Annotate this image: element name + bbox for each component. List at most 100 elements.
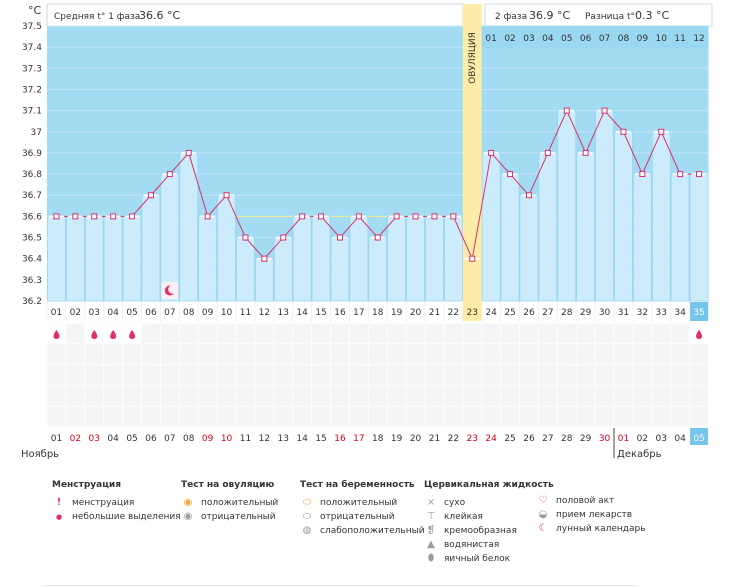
y-tick-label: 36.4 <box>22 255 42 265</box>
temperature-point <box>639 171 646 178</box>
calendar-date: 17 <box>353 434 364 444</box>
temperature-bar <box>311 216 331 302</box>
y-tick-label: 37.5 <box>22 22 42 32</box>
cycle-day-label: 24 <box>485 308 497 318</box>
phase2-day-label: 04 <box>542 34 554 44</box>
y-tick-label: 36.8 <box>22 170 42 180</box>
legend-other: ♡ половой акт ◒ прием лекарств ☾ лунный кал… <box>536 494 646 536</box>
phase2-label: 2 фаза <box>495 12 527 22</box>
current-date-highlight <box>690 428 708 445</box>
temperature-bar <box>651 131 671 302</box>
legend-label: положительный <box>320 498 398 508</box>
calendar-date: 11 <box>240 434 251 444</box>
legend-ovulation-test: Тест на овуляцию ◉ положительный ◉ отрицат… <box>181 480 278 524</box>
preg-positive-icon: ⬭ <box>302 497 312 508</box>
calendar-date: 12 <box>259 434 270 444</box>
temperature-point <box>601 107 608 114</box>
temperature-point <box>525 192 532 199</box>
calendar-date: 27 <box>542 434 553 444</box>
sticky-icon: ⊤ <box>426 511 436 522</box>
preg-negative-icon: ⬭ <box>302 511 312 522</box>
temperature-point <box>147 192 154 199</box>
y-tick-label: 37.2 <box>22 85 42 95</box>
legend-pregnancy-test-title: Тест на беременность <box>300 480 415 490</box>
legend-cervical-title: Цервикальная жидкость <box>424 480 554 490</box>
temperature-point <box>563 107 570 114</box>
cycle-day-label: 28 <box>561 308 573 318</box>
month-label-start: Ноябрь <box>21 449 59 460</box>
temperature-bar <box>85 216 104 302</box>
calendar-date: 21 <box>429 434 440 444</box>
temperature-bar <box>47 216 66 302</box>
temperature-bar <box>217 194 236 302</box>
temperature-point <box>261 255 268 262</box>
temperature-point <box>110 213 117 220</box>
legend-menstruation-title: Менструация <box>52 480 121 490</box>
cycle-day-label: 04 <box>107 308 119 318</box>
temperature-bar <box>160 173 180 302</box>
temperature-bar <box>576 152 595 302</box>
temperature-point <box>91 213 98 220</box>
legend-label: водянистая <box>444 540 500 550</box>
y-tick-label: 36.5 <box>22 234 42 244</box>
cycle-day-label: 01 <box>51 308 62 318</box>
temperature-bar <box>103 216 123 302</box>
temperature-point <box>431 213 438 220</box>
phase2-day-label: 03 <box>523 34 534 44</box>
phase2-day-label: 08 <box>618 34 630 44</box>
temperature-point <box>488 149 495 156</box>
calendar-date: 15 <box>315 434 326 444</box>
calendar-date: 03 <box>656 434 667 444</box>
phase1-value: 36.6 °C <box>139 9 180 22</box>
temperature-bar <box>595 110 614 302</box>
difference-value: 0.3 °C <box>635 9 669 22</box>
legend-ovulation-test-title: Тест на овуляцию <box>181 480 275 490</box>
y-tick-label: 37.1 <box>22 107 42 117</box>
phase2-day-label: 12 <box>693 34 704 44</box>
y-tick-label: 36.2 <box>22 297 42 307</box>
temperature-bar <box>141 194 161 302</box>
temperature-bar <box>444 216 463 302</box>
calendar-date: 24 <box>485 434 497 444</box>
temperature-point <box>129 213 136 220</box>
cycle-day-label: 27 <box>542 308 553 318</box>
cycle-day-label: 10 <box>221 308 233 318</box>
calendar-date: 04 <box>107 434 119 444</box>
temperature-bar <box>670 173 690 302</box>
calendar-date: 04 <box>674 434 686 444</box>
temperature-point <box>336 234 343 241</box>
calendar-date: 26 <box>523 434 535 444</box>
cycle-day-label: 31 <box>618 308 629 318</box>
calendar-date: 09 <box>202 434 214 444</box>
temperature-bar <box>500 173 520 302</box>
menstruation-drop <box>53 330 60 339</box>
small-drop-icon: ● <box>55 513 63 521</box>
temperature-point <box>53 213 60 220</box>
calendar-date: 30 <box>599 434 611 444</box>
calendar-date: 23 <box>467 434 478 444</box>
phase2-day-label: 11 <box>674 34 685 44</box>
calendar-date: 25 <box>504 434 515 444</box>
cycle-day-label: 33 <box>656 308 667 318</box>
symbol-area-background <box>47 323 709 427</box>
legend-menstruation: Менструация ❗︎ менструация ● небольшие выд… <box>52 480 181 524</box>
temperature-point <box>280 234 287 241</box>
legend-label: яичный белок <box>444 554 511 564</box>
temperature-bar <box>368 237 387 302</box>
temperature-point <box>412 213 419 220</box>
cycle-day-label: 34 <box>674 308 686 318</box>
cycle-day-label: 14 <box>296 308 308 318</box>
menstruation-drop <box>110 330 117 339</box>
calendar-date: 08 <box>183 434 195 444</box>
temperature-bar <box>481 152 501 302</box>
temperature-point <box>620 128 627 135</box>
drop-icon: ❗︎ <box>57 497 61 508</box>
menstruation-drop <box>91 330 98 339</box>
temperature-point <box>185 149 192 156</box>
cycle-day-label: 07 <box>164 308 175 318</box>
heart-icon: ♡ <box>538 495 548 506</box>
legend-label: сухо <box>444 498 466 508</box>
calendar-date: 18 <box>372 434 384 444</box>
temperature-bar <box>614 131 633 302</box>
temperature-bar <box>292 216 312 302</box>
